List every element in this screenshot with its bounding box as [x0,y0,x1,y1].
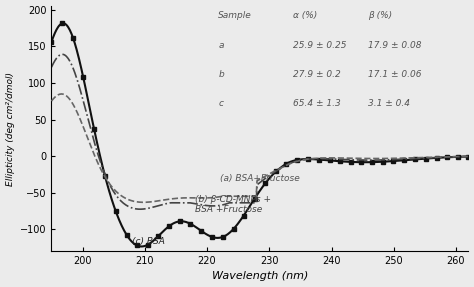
Text: (b) β-CD-MNPs +
BSA +Fructose: (b) β-CD-MNPs + BSA +Fructose [195,195,271,214]
X-axis label: Wavelength (nm): Wavelength (nm) [212,272,308,282]
Text: 27.9 ± 0.2: 27.9 ± 0.2 [293,70,341,79]
Text: (c) BSA: (c) BSA [132,237,165,247]
Text: Sample: Sample [218,11,252,20]
Text: 3.1 ± 0.4: 3.1 ± 0.4 [368,99,410,108]
Text: 17.9 ± 0.08: 17.9 ± 0.08 [368,40,422,50]
Text: (a) BSA+Fructose: (a) BSA+Fructose [219,174,299,183]
Text: β (%): β (%) [368,11,392,20]
Text: a: a [218,40,224,50]
Text: 65.4 ± 1.3: 65.4 ± 1.3 [293,99,341,108]
Text: α (%): α (%) [293,11,318,20]
Text: c: c [218,99,223,108]
Text: 17.1 ± 0.06: 17.1 ± 0.06 [368,70,422,79]
Text: b: b [218,70,224,79]
Text: 25.9 ± 0.25: 25.9 ± 0.25 [293,40,347,50]
Y-axis label: Ellipticity (deg cm²/dmol): Ellipticity (deg cm²/dmol) [6,72,15,186]
